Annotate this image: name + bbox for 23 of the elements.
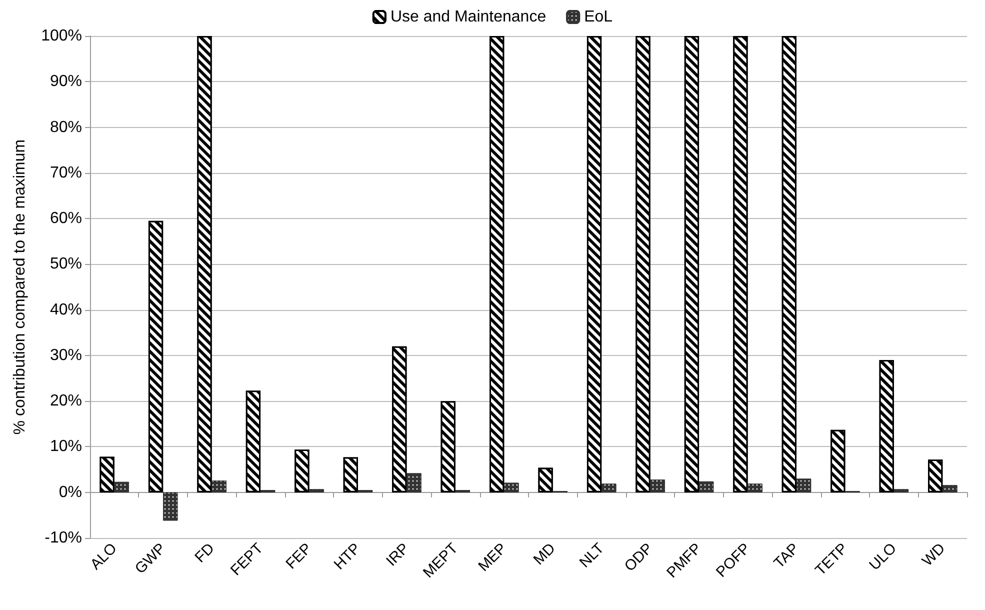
y-tick-label: 10% <box>50 438 82 456</box>
y-tick-label: -10% <box>44 530 82 546</box>
x-tick-label: FEP <box>282 540 316 573</box>
x-tick-label: WD <box>918 540 949 570</box>
y-tick-label: 90% <box>50 73 82 90</box>
y-tick-label: 40% <box>50 301 82 318</box>
y-tick-label: 50% <box>50 256 82 273</box>
x-tick-label: FD <box>192 540 218 566</box>
legend-label: EoL <box>584 8 613 26</box>
x-tick-label: ULO <box>866 540 900 574</box>
y-tick-label: 70% <box>50 164 82 182</box>
y-axis-title: % contribution compared to the maximum <box>12 139 28 435</box>
y-tick-label: 30% <box>50 346 82 364</box>
x-tick-label: TAP <box>770 540 802 572</box>
x-tick-label: IRP <box>383 540 413 570</box>
y-tick-label: 80% <box>50 118 82 136</box>
y-tick-label: 60% <box>50 210 82 228</box>
x-tick-label: MD <box>530 540 559 568</box>
legend-label: Use and Maintenance <box>390 8 546 26</box>
y-tick-label: 20% <box>50 392 82 410</box>
y-tick-label: 0% <box>58 484 82 501</box>
y-tick-label: 100% <box>41 28 82 44</box>
x-tick-label: NLT <box>576 540 608 572</box>
